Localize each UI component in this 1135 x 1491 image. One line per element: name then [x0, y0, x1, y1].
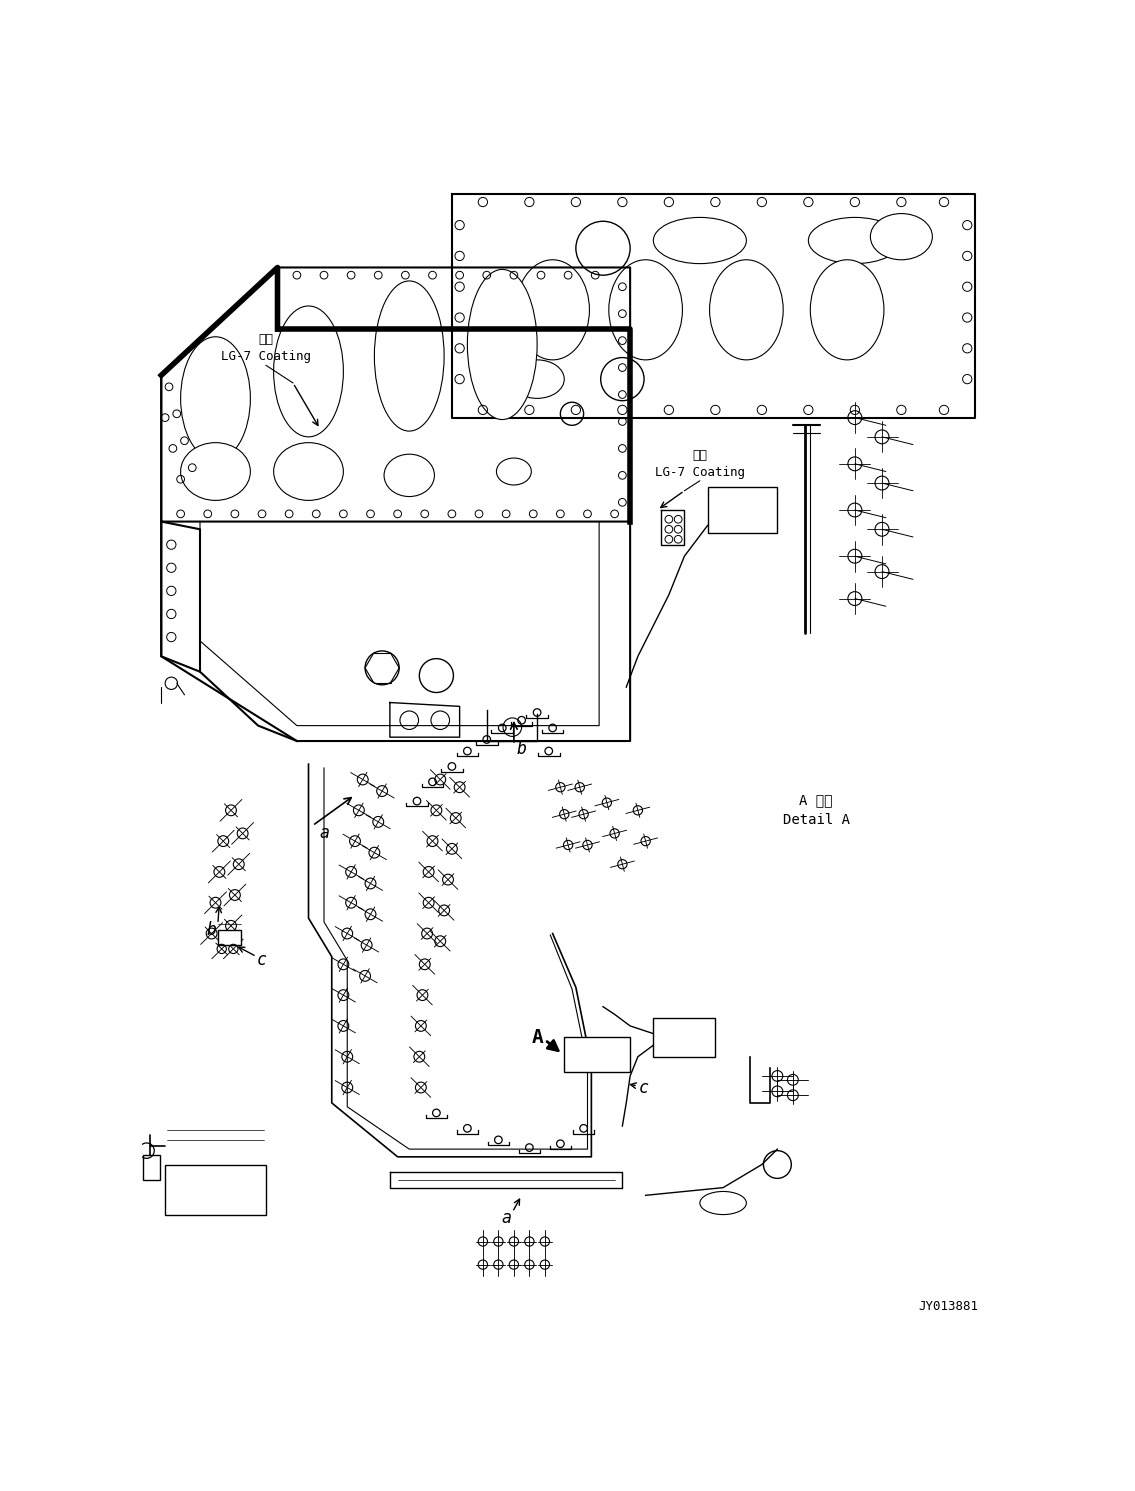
Ellipse shape: [384, 455, 435, 497]
Bar: [707, 488, 777, 534]
Text: 塗布
LG-7 Coating: 塗布 LG-7 Coating: [221, 334, 311, 364]
Ellipse shape: [871, 213, 932, 259]
Bar: [143, 1156, 160, 1179]
Ellipse shape: [700, 1191, 747, 1215]
Ellipse shape: [274, 443, 344, 501]
Ellipse shape: [180, 443, 251, 501]
Bar: [564, 1038, 630, 1072]
Text: a: a: [502, 1209, 511, 1227]
Text: a: a: [319, 825, 329, 842]
Ellipse shape: [180, 337, 251, 459]
Text: A: A: [531, 1027, 543, 1047]
Bar: [218, 930, 241, 945]
Text: b: b: [516, 740, 527, 757]
Ellipse shape: [654, 218, 747, 264]
Text: A 詳細
Detail A: A 詳細 Detail A: [783, 793, 850, 828]
Ellipse shape: [496, 458, 531, 485]
Bar: [165, 1164, 266, 1215]
Ellipse shape: [515, 259, 589, 359]
Ellipse shape: [810, 259, 884, 359]
Ellipse shape: [608, 259, 682, 359]
Ellipse shape: [808, 218, 901, 264]
Text: b: b: [207, 920, 217, 939]
Ellipse shape: [375, 280, 444, 431]
Text: c: c: [639, 1078, 649, 1096]
Text: JY013881: JY013881: [918, 1300, 978, 1314]
Ellipse shape: [709, 259, 783, 359]
Text: 塗布
LG-7 Coating: 塗布 LG-7 Coating: [655, 449, 745, 479]
Text: c: c: [257, 951, 267, 969]
Ellipse shape: [468, 270, 537, 419]
Ellipse shape: [510, 359, 564, 398]
Ellipse shape: [274, 306, 344, 437]
Bar: [654, 1018, 715, 1057]
